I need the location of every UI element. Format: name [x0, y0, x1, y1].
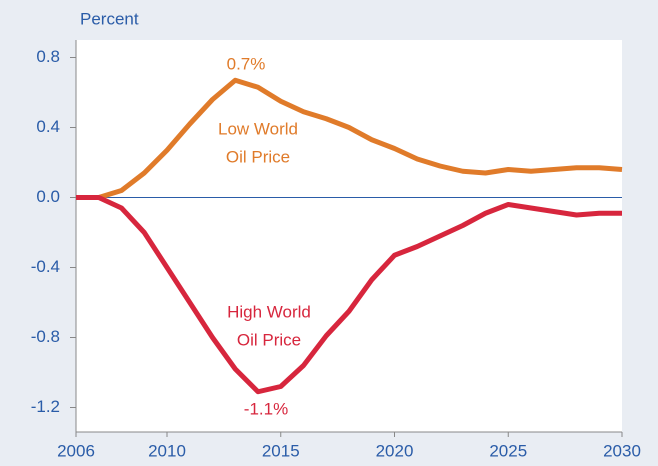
- x-tick-label: 2025: [489, 441, 527, 460]
- series-line: [76, 77, 623, 200]
- x-tick-label: 2030: [603, 441, 641, 460]
- annotation: -1.1%: [244, 399, 288, 418]
- plot-area: [76, 40, 622, 432]
- y-tick-label: 0.8: [36, 47, 60, 66]
- annotation: 0.7%: [227, 54, 266, 73]
- y-tick-label: -1.2: [31, 397, 60, 416]
- y-tick-label: -0.4: [31, 257, 60, 276]
- annotation: Oil Price: [237, 330, 301, 349]
- x-tick-label: 2006: [57, 441, 95, 460]
- series-line: [76, 195, 622, 395]
- annotation: Oil Price: [226, 147, 290, 166]
- y-tick-label: 0.0: [36, 187, 60, 206]
- x-tick-label: 2020: [376, 441, 414, 460]
- y-axis-label: Percent: [80, 9, 139, 28]
- y-tick-label: 0.4: [36, 117, 60, 136]
- annotation: Low World: [218, 119, 298, 138]
- y-tick-label: -0.8: [31, 327, 60, 346]
- x-tick-label: 2010: [148, 441, 186, 460]
- annotation: High World: [227, 302, 311, 321]
- x-tick-label: 2015: [262, 441, 300, 460]
